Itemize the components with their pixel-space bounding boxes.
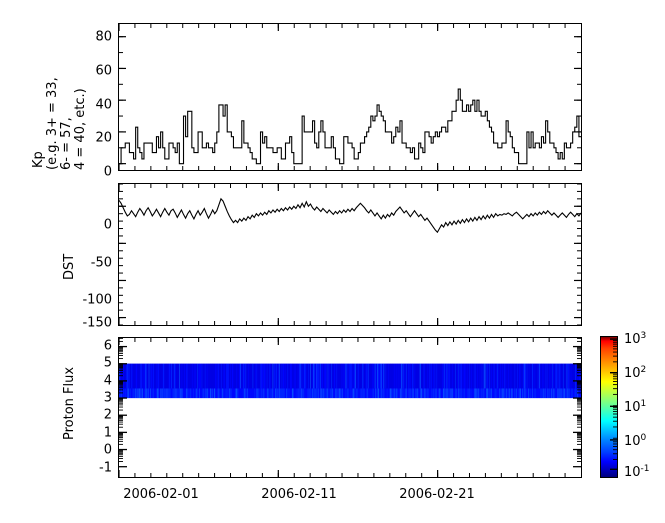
flux-ytick-0: 0 [103, 442, 112, 458]
flux-ytick-labels: 6 5 4 3 2 1 0 -1 [0, 337, 112, 478]
kp-panel [118, 23, 582, 171]
cbtick-1e1: 101 [624, 398, 647, 416]
kp-ytick-20: 20 [95, 130, 112, 146]
colorbar [600, 336, 618, 478]
xtick-label-2: 2006-02-21 [399, 487, 475, 502]
cbtick-1e3: 103 [624, 330, 647, 348]
xtick-label-0: 2006-02-01 [123, 487, 199, 502]
dst-ytick-labels: 0 -50 -100 -150 [0, 183, 112, 330]
kp-ytick-80: 80 [95, 29, 112, 45]
flux-ytick-4: 4 [103, 373, 112, 388]
flux-ytick-m1: -1 [99, 460, 112, 475]
flux-ytick-1: 1 [103, 425, 112, 441]
flux-ytick-6: 6 [103, 338, 112, 354]
flux-ytick-2: 2 [103, 407, 112, 423]
kp-ytick-0: 0 [103, 164, 112, 180]
xtick-label-1: 2006-02-11 [261, 487, 337, 502]
flux-ytick-3: 3 [103, 390, 112, 406]
dst-ytick-m100: -100 [82, 292, 112, 308]
cbtick-1e0: 100 [624, 432, 647, 450]
dst-ytick-0: 0 [103, 217, 112, 233]
dst-ytick-m150: -150 [82, 315, 112, 331]
kp-ytick-40: 40 [95, 97, 112, 113]
flux-ytick-5: 5 [103, 355, 112, 371]
kp-ytick-labels: 80 60 40 20 0 [0, 23, 112, 179]
kp-plot-area [119, 24, 581, 170]
dst-plot-area [119, 184, 581, 325]
cbtick-1e2: 102 [624, 364, 647, 382]
cbtick-1em1: 10-1 [624, 463, 650, 481]
colorbar-ticks [610, 338, 617, 471]
flux-panel [118, 337, 582, 478]
flux-spectrogram [119, 338, 581, 477]
kp-ytick-60: 60 [95, 63, 112, 79]
dst-ytick-m50: -50 [90, 255, 112, 271]
dst-panel [118, 183, 582, 326]
